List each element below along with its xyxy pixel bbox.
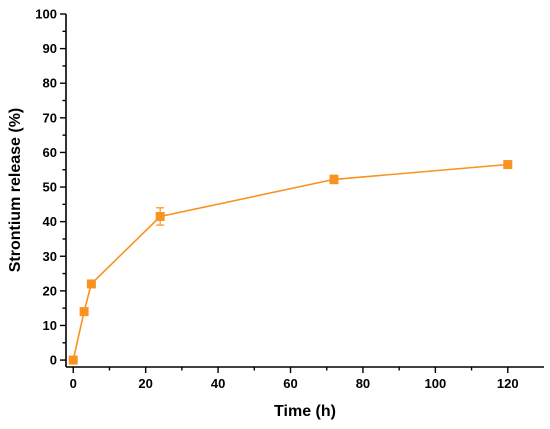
y-tick-label: 80: [43, 76, 57, 91]
y-tick-label: 70: [43, 110, 57, 125]
plot-area: [68, 160, 513, 365]
y-tick-label: 10: [43, 318, 57, 333]
x-tick-label: 120: [497, 376, 519, 391]
y-tick-label: 20: [43, 283, 57, 298]
y-tick-label: 60: [43, 145, 57, 160]
y-tick-label: 90: [43, 41, 57, 56]
x-tick-label: 100: [425, 376, 447, 391]
series-line: [72, 163, 508, 361]
y-tick-label: 40: [43, 214, 57, 229]
data-point: [86, 279, 96, 289]
data-point: [329, 174, 339, 184]
x-tick-label: 0: [70, 376, 77, 391]
y-tick-label: 100: [35, 7, 57, 22]
axes: [65, 14, 544, 368]
y-tick-label: 30: [43, 249, 57, 264]
ticks: 0 10 20 30 40 50 60 70 80 90 100 0 20 40 60 80 100 120: [35, 7, 518, 392]
data-point: [68, 355, 78, 365]
x-tick-label: 60: [283, 376, 297, 391]
y-axis-title: Strontium release (%): [7, 108, 24, 272]
data-point: [155, 211, 165, 221]
x-tick-label: 40: [211, 376, 225, 391]
data-point: [503, 160, 513, 170]
y-tick-label: 50: [43, 180, 57, 195]
data-point: [79, 307, 89, 317]
x-axis-title: Time (h): [274, 403, 336, 420]
x-tick-label: 20: [138, 376, 152, 391]
x-tick-label: 80: [356, 376, 370, 391]
y-tick-label: 0: [50, 353, 57, 368]
